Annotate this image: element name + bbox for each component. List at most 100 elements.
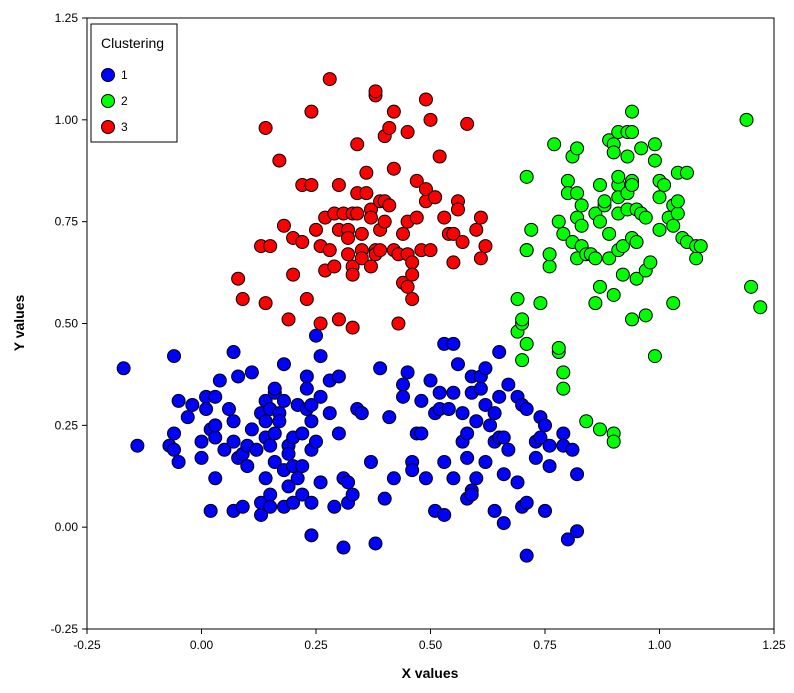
legend-label-2: 2 [121,94,128,108]
x-tick-label: -0.25 [73,638,101,652]
point-cluster-3 [345,267,360,282]
point-cluster-3 [386,104,401,119]
y-tick-label: 0.75 [55,215,79,229]
point-cluster-3 [409,210,424,225]
legend-swatch-3 [101,120,115,134]
point-cluster-2 [510,292,525,307]
point-cluster-1 [373,361,388,376]
point-cluster-3 [363,210,378,225]
point-cluster-3 [354,226,369,241]
point-cluster-3 [368,84,383,99]
point-cluster-1 [304,495,319,510]
point-cluster-1 [276,357,291,372]
point-cluster-3 [469,222,484,237]
point-cluster-2 [533,296,548,311]
point-cluster-1 [496,516,511,531]
series-1 [116,328,585,563]
point-cluster-1 [446,471,461,486]
point-cluster-1 [460,450,475,465]
point-cluster-2 [615,267,630,282]
point-cluster-3 [350,206,365,221]
point-cluster-3 [258,120,273,135]
point-cluster-1 [368,536,383,551]
point-cluster-3 [295,235,310,250]
point-cluster-3 [382,120,397,135]
point-cluster-2 [542,259,557,274]
point-cluster-3 [400,279,415,294]
point-cluster-1 [570,524,585,539]
point-cluster-3 [432,149,447,164]
legend: Clustering 1 2 3 [90,23,178,143]
point-cluster-1 [354,406,369,421]
point-cluster-1 [304,397,319,412]
point-cluster-2 [588,251,603,266]
point-cluster-1 [258,414,273,429]
point-cluster-2 [647,349,662,364]
point-cluster-1 [313,475,328,490]
point-cluster-2 [519,169,534,184]
point-cluster-2 [588,296,603,311]
point-cluster-2 [634,141,649,156]
point-cluster-1 [492,389,507,404]
point-cluster-2 [519,336,534,351]
point-cluster-2 [524,222,539,237]
point-cluster-3 [286,267,301,282]
point-cluster-1 [446,336,461,351]
point-cluster-2 [625,178,640,193]
point-cluster-1 [437,454,452,469]
point-cluster-1 [295,487,310,502]
point-cluster-3 [377,214,392,229]
point-cluster-2 [602,226,617,241]
y-tick-label: 0.50 [55,317,79,331]
point-cluster-1 [322,406,337,421]
point-cluster-3 [446,255,461,270]
point-cluster-1 [519,495,534,510]
point-cluster-3 [281,312,296,327]
point-cluster-1 [244,422,259,437]
point-cluster-2 [515,353,530,368]
legend-items: 1 2 3 [101,68,128,134]
point-cluster-2 [625,312,640,327]
point-cluster-1 [304,414,319,429]
point-cluster-3 [345,320,360,335]
point-cluster-2 [556,365,571,380]
point-cluster-2 [592,279,607,294]
point-cluster-1 [167,426,182,441]
point-cluster-2 [744,279,759,294]
point-cluster-3 [405,255,420,270]
point-cluster-3 [331,312,346,327]
point-cluster-3 [373,243,388,258]
point-cluster-2 [638,210,653,225]
point-cluster-1 [309,328,323,343]
point-cluster-1 [263,438,278,453]
point-cluster-1 [167,349,182,364]
point-cluster-1 [386,471,401,486]
x-tick-label: 0.50 [419,638,443,652]
point-cluster-2 [647,153,662,168]
point-cluster-3 [423,112,438,127]
point-cluster-1 [267,454,282,469]
point-cluster-3 [231,271,246,286]
point-cluster-1 [281,479,296,494]
point-cluster-1 [528,450,543,465]
point-cluster-2 [625,125,640,140]
x-tick-label: 0.25 [304,638,328,652]
point-cluster-2 [579,414,594,429]
point-cluster-1 [208,471,223,486]
point-cluster-2 [556,381,571,396]
point-cluster-3 [309,222,323,237]
point-cluster-2 [515,312,530,327]
point-cluster-1 [208,418,223,433]
point-cluster-2 [629,235,644,250]
point-cluster-1 [538,418,552,433]
point-cluster-1 [331,426,346,441]
point-cluster-1 [299,381,314,396]
point-cluster-2 [606,145,621,160]
x-tick-label: 0.75 [533,638,557,652]
legend-swatch-2 [101,94,115,108]
point-cluster-1 [217,442,232,457]
point-cluster-3 [313,316,328,331]
point-cluster-1 [464,487,479,502]
point-cluster-2 [602,251,617,266]
point-cluster-1 [295,426,310,441]
